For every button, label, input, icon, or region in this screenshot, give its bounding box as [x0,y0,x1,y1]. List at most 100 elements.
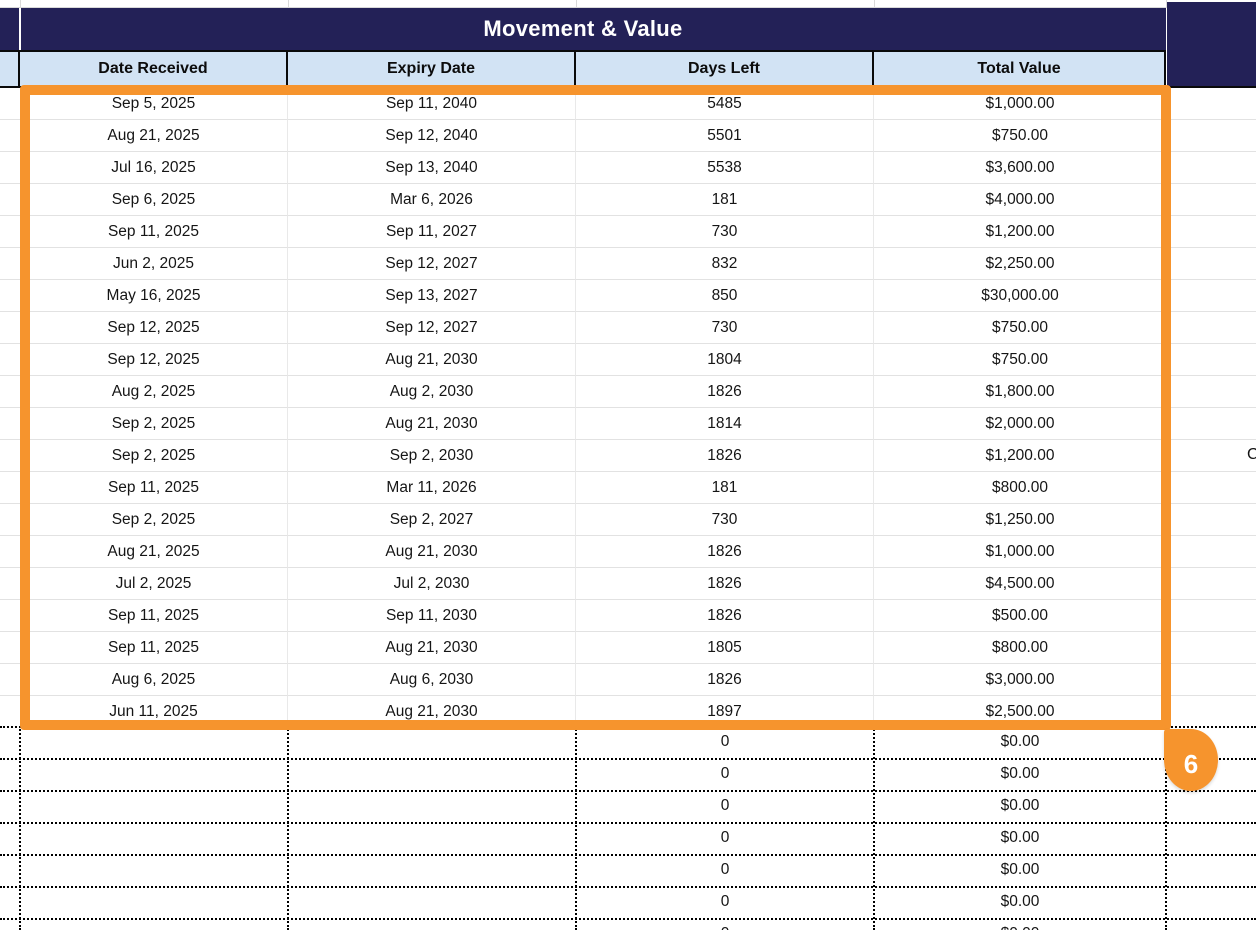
table-cell[interactable]: Sep 11, 2025 [20,600,288,632]
table-cell[interactable]: $0.00 [1000,861,1040,878]
table-cell[interactable]: $4,000.00 [874,184,1166,216]
table-cell[interactable]: $30,000.00 [874,280,1166,312]
table-cell[interactable]: 730 [576,312,874,344]
table-cell[interactable]: Aug 6, 2030 [288,664,576,696]
table-cell[interactable]: Aug 2, 2030 [288,376,576,408]
table-cell[interactable]: 0 [720,829,730,846]
table-cell[interactable]: 1826 [576,568,874,600]
table-cell[interactable]: Jun 11, 2025 [20,696,288,728]
table-title-cell[interactable]: Movement & Value [0,8,1166,50]
table-cell[interactable]: Sep 11, 2025 [20,216,288,248]
header-days-left[interactable]: Days Left [576,52,874,86]
table-cell[interactable]: 5485 [576,88,874,120]
table-cell[interactable]: $2,500.00 [874,696,1166,728]
table-cell[interactable]: $4,500.00 [874,568,1166,600]
table-cell[interactable]: 1826 [576,600,874,632]
table-cell[interactable]: 5501 [576,120,874,152]
table-cell[interactable]: Aug 6, 2025 [20,664,288,696]
table-cell[interactable]: Mar 11, 2026 [288,472,576,504]
table-cell[interactable]: Sep 13, 2027 [288,280,576,312]
table-cell[interactable]: $1,250.00 [874,504,1166,536]
table-cell[interactable]: Sep 11, 2025 [20,632,288,664]
table-cell[interactable]: $3,000.00 [874,664,1166,696]
table-cell[interactable]: Sep 5, 2025 [20,88,288,120]
table-cell[interactable]: 0 [720,765,730,782]
table-cell[interactable]: $500.00 [874,600,1166,632]
table-cell[interactable]: Aug 21, 2030 [288,632,576,664]
table-cell[interactable]: $800.00 [874,472,1166,504]
table-cell[interactable]: Aug 21, 2030 [288,408,576,440]
table-cell[interactable]: 1826 [576,376,874,408]
table-cell[interactable]: 0 [720,861,730,878]
table-cell[interactable]: Sep 12, 2025 [20,312,288,344]
table-cell[interactable]: $1,200.00 [874,216,1166,248]
table-cell[interactable]: 1814 [576,408,874,440]
table-cell[interactable]: Jul 2, 2030 [288,568,576,600]
table-cell[interactable]: 0 [720,733,730,750]
header-stub-cell[interactable] [0,52,20,86]
table-cell[interactable]: Sep 11, 2027 [288,216,576,248]
table-cell[interactable]: $1,000.00 [874,536,1166,568]
table-cell[interactable]: Sep 12, 2025 [20,344,288,376]
table-cell[interactable]: 832 [576,248,874,280]
header-expiry-date[interactable]: Expiry Date [288,52,576,86]
table-cell[interactable]: 850 [576,280,874,312]
table-cell[interactable]: Aug 21, 2025 [20,536,288,568]
table-cell[interactable]: May 16, 2025 [20,280,288,312]
table-cell[interactable]: Sep 2, 2027 [288,504,576,536]
table-cell[interactable]: $1,200.00 [874,440,1166,472]
table-cell[interactable]: $3,600.00 [874,152,1166,184]
table-cell[interactable]: Aug 21, 2030 [288,344,576,376]
table-cell[interactable]: Sep 6, 2025 [20,184,288,216]
table-cell[interactable]: Sep 12, 2027 [288,248,576,280]
table-cell[interactable]: Jul 2, 2025 [20,568,288,600]
table-cell[interactable]: Sep 2, 2025 [20,440,288,472]
table-cell[interactable]: Jul 16, 2025 [20,152,288,184]
table-cell[interactable]: Sep 11, 2040 [288,88,576,120]
table-cell[interactable]: 0 [576,925,874,930]
table-cell[interactable]: $0.00 [1000,797,1040,814]
table-cell[interactable]: $750.00 [874,344,1166,376]
table-cell[interactable]: $1,000.00 [874,88,1166,120]
table-cell[interactable]: 181 [576,472,874,504]
table-cell[interactable]: 0 [720,797,730,814]
table-cell[interactable]: $750.00 [874,120,1166,152]
table-cell[interactable]: $2,000.00 [874,408,1166,440]
table-cell[interactable]: $0.00 [1000,829,1040,846]
table-cell[interactable]: $0.00 [1000,733,1040,750]
merged-navy-cell[interactable] [1167,2,1256,88]
table-cell[interactable]: $0.00 [1000,893,1040,910]
table-cell[interactable]: 1805 [576,632,874,664]
table-cell[interactable]: 0 [720,893,730,910]
table-cell[interactable]: 1826 [576,536,874,568]
table-cell[interactable]: Mar 6, 2026 [288,184,576,216]
table-cell[interactable]: Aug 21, 2030 [288,536,576,568]
table-cell[interactable]: Sep 2, 2025 [20,504,288,536]
table-cell[interactable]: Aug 21, 2025 [20,120,288,152]
table-cell[interactable]: Aug 2, 2025 [20,376,288,408]
table-cell[interactable]: Jun 2, 2025 [20,248,288,280]
table-cell[interactable]: Sep 12, 2027 [288,312,576,344]
table-cell[interactable]: $750.00 [874,312,1166,344]
table-cell[interactable]: 1826 [576,664,874,696]
table-cell[interactable]: 181 [576,184,874,216]
table-cell[interactable]: Sep 2, 2025 [20,408,288,440]
table-cell[interactable]: $2,250.00 [874,248,1166,280]
table-cell[interactable]: 5538 [576,152,874,184]
table-cell[interactable]: $1,800.00 [874,376,1166,408]
table-cell[interactable]: Sep 12, 2040 [288,120,576,152]
table-cell[interactable]: Sep 11, 2030 [288,600,576,632]
table-cell[interactable]: $800.00 [874,632,1166,664]
table-cell[interactable]: Sep 2, 2030 [288,440,576,472]
header-date-received[interactable]: Date Received [20,52,288,86]
table-cell[interactable]: Sep 13, 2040 [288,152,576,184]
table-cell[interactable]: 1826 [576,440,874,472]
table-cell[interactable]: $0.00 [1000,765,1040,782]
table-cell[interactable]: 730 [576,504,874,536]
table-cell[interactable]: Sep 11, 2025 [20,472,288,504]
table-cell[interactable]: $0.00 [874,925,1166,930]
table-cell[interactable]: 1804 [576,344,874,376]
header-total-value[interactable]: Total Value [874,52,1166,86]
table-cell[interactable]: 1897 [576,696,874,728]
table-cell[interactable]: Aug 21, 2030 [288,696,576,728]
